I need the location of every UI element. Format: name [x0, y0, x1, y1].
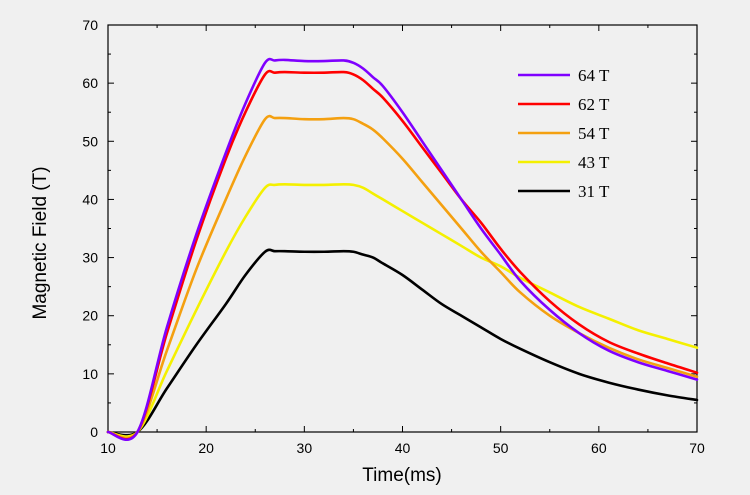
y-tick-label: 60: [82, 75, 98, 91]
x-tick-label: 30: [297, 440, 313, 456]
x-tick-label: 40: [395, 440, 411, 456]
legend-label-31-t: 31 T: [578, 182, 610, 201]
series-line-31-t: [106, 248, 699, 437]
x-tick-label: 50: [493, 440, 509, 456]
legend-label-62-t: 62 T: [578, 95, 610, 114]
x-axis-title: Time(ms): [362, 465, 442, 486]
series-line-62-t: [106, 69, 699, 441]
y-tick-label: 10: [82, 366, 98, 382]
x-tick-label: 60: [591, 440, 607, 456]
y-tick-label: 70: [82, 17, 98, 33]
legend-label-43-t: 43 T: [578, 153, 610, 172]
y-tick-label: 40: [82, 191, 98, 207]
x-tick-label: 10: [100, 440, 116, 456]
legend-label-64-t: 64 T: [578, 66, 610, 85]
x-tick-label: 20: [198, 440, 214, 456]
y-axis-title: Magnetic Field (T): [30, 166, 51, 319]
series-line-54-t: [106, 114, 699, 440]
y-tick-label: 0: [90, 424, 98, 440]
y-tick-label: 30: [82, 250, 98, 266]
y-tick-label: 50: [82, 133, 98, 149]
x-tick-label: 70: [689, 440, 705, 456]
legend-label-54-t: 54 T: [578, 124, 610, 143]
series-line-64-t: [106, 57, 699, 441]
series-line-43-t: [106, 183, 699, 438]
y-tick-label: 20: [82, 308, 98, 324]
